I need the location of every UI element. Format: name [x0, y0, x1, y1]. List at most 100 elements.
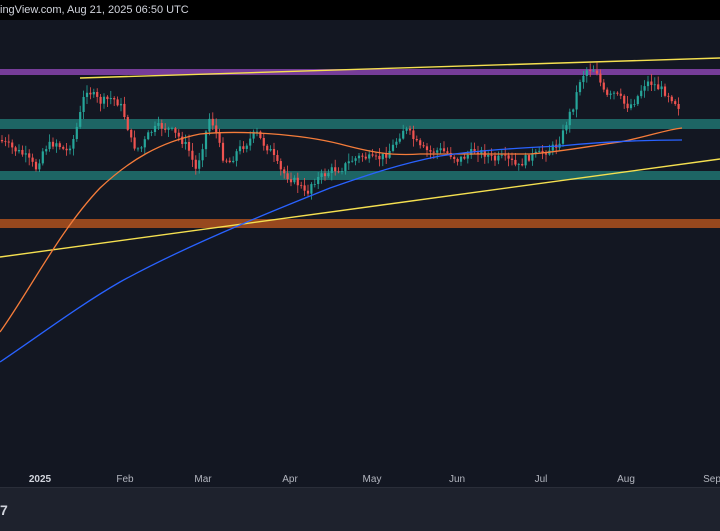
- candle-110: [374, 152, 378, 160]
- candle-177: [602, 79, 605, 93]
- candle-176: [599, 69, 602, 87]
- candle-17: [58, 141, 61, 150]
- candle-88: [300, 181, 303, 189]
- candle-122: [415, 135, 418, 142]
- candle-61: [208, 113, 211, 136]
- candle-57: [194, 155, 197, 175]
- candle-55: [187, 134, 191, 157]
- candle-38: [130, 128, 133, 143]
- candle-46: [157, 116, 160, 131]
- candle-90: [306, 184, 310, 197]
- candle-100: [340, 167, 344, 175]
- candle-124: [422, 141, 425, 149]
- candle-79: [269, 145, 272, 152]
- candle-19: [65, 143, 68, 156]
- candle-53: [181, 131, 184, 148]
- candle-129: [439, 142, 442, 155]
- candle-41: [140, 145, 143, 152]
- candle-42: [143, 136, 146, 154]
- candle-27: [92, 88, 95, 98]
- candle-93: [317, 172, 320, 189]
- candle-119: [405, 126, 408, 135]
- candle-11: [38, 159, 41, 173]
- x-axis: 2025 Feb Mar Apr May Jun Jul Aug Sep: [29, 474, 720, 485]
- candle-199: [677, 97, 680, 116]
- candle-156: [531, 148, 534, 166]
- candle-192: [653, 77, 656, 92]
- candle-107: [364, 152, 367, 161]
- candle-190: [646, 75, 650, 92]
- candle-84: [286, 165, 289, 183]
- candle-170: [578, 79, 582, 96]
- candle-108: [368, 149, 371, 163]
- candle-104: [354, 156, 357, 166]
- candle-13: [45, 145, 48, 155]
- candle-191: [650, 74, 653, 91]
- purple-resistance-zone: [0, 69, 720, 75]
- candle-81: [276, 150, 279, 164]
- fast-moving-average: [0, 127, 683, 333]
- candle-179: [609, 90, 612, 100]
- candle-120: [408, 125, 412, 135]
- candle-21: [72, 134, 75, 156]
- candle-85: [289, 172, 293, 187]
- candle-154: [524, 152, 527, 169]
- candle-185: [629, 98, 633, 111]
- candle-36: [123, 96, 126, 120]
- candle-24: [82, 90, 85, 120]
- candle-65: [221, 137, 225, 163]
- zones-layer: [0, 69, 720, 228]
- candle-197: [670, 95, 673, 104]
- candle-0: [0, 135, 4, 144]
- candle-171: [582, 71, 585, 89]
- candle-133: [453, 155, 456, 164]
- candle-72: [245, 143, 248, 153]
- candle-123: [419, 138, 422, 149]
- candle-45: [153, 121, 157, 136]
- candle-80: [272, 142, 276, 162]
- candle-3: [11, 139, 14, 154]
- candle-1: [4, 137, 7, 147]
- candle-189: [643, 80, 646, 98]
- candle-198: [674, 99, 677, 106]
- candle-152: [517, 162, 520, 171]
- candle-165: [561, 124, 565, 147]
- x-tick-2025: 2025: [29, 474, 52, 485]
- candle-150: [510, 152, 514, 166]
- price-chart[interactable]: 2025 Feb Mar Apr May Jun Jul Aug Sep: [0, 20, 720, 487]
- candle-40: [136, 147, 140, 152]
- candle-193: [657, 76, 660, 91]
- candle-105: [357, 152, 361, 163]
- x-tick-sep: Sep: [703, 474, 720, 485]
- candle-116: [395, 138, 398, 148]
- candle-10: [34, 158, 38, 172]
- x-tick-apr: Apr: [282, 474, 298, 485]
- candle-175: [595, 62, 599, 76]
- candle-35: [119, 97, 123, 112]
- candle-63: [215, 118, 218, 139]
- candle-196: [667, 92, 670, 103]
- candle-187: [636, 94, 639, 106]
- candle-7: [24, 145, 27, 163]
- candle-18: [62, 145, 65, 151]
- candle-92: [313, 178, 316, 188]
- chart-header: ingView.com, Aug 21, 2025 06:50 UTC: [0, 0, 720, 20]
- candle-73: [249, 131, 252, 151]
- candle-102: [347, 153, 350, 170]
- candle-99: [337, 167, 340, 174]
- candle-23: [79, 105, 82, 129]
- orange-support-zone: [0, 219, 720, 228]
- trendlines-layer: [0, 57, 720, 258]
- x-tick-mar: Mar: [194, 474, 212, 485]
- candle-48: [164, 123, 167, 133]
- candle-82: [279, 158, 282, 176]
- candle-186: [633, 99, 636, 108]
- candle-98: [334, 159, 337, 176]
- candle-43: [147, 130, 150, 141]
- candle-8: [28, 149, 31, 166]
- candle-5: [17, 144, 21, 154]
- candle-74: [252, 129, 255, 143]
- candle-91: [310, 182, 313, 200]
- candle-14: [48, 134, 51, 152]
- candle-34: [116, 96, 119, 107]
